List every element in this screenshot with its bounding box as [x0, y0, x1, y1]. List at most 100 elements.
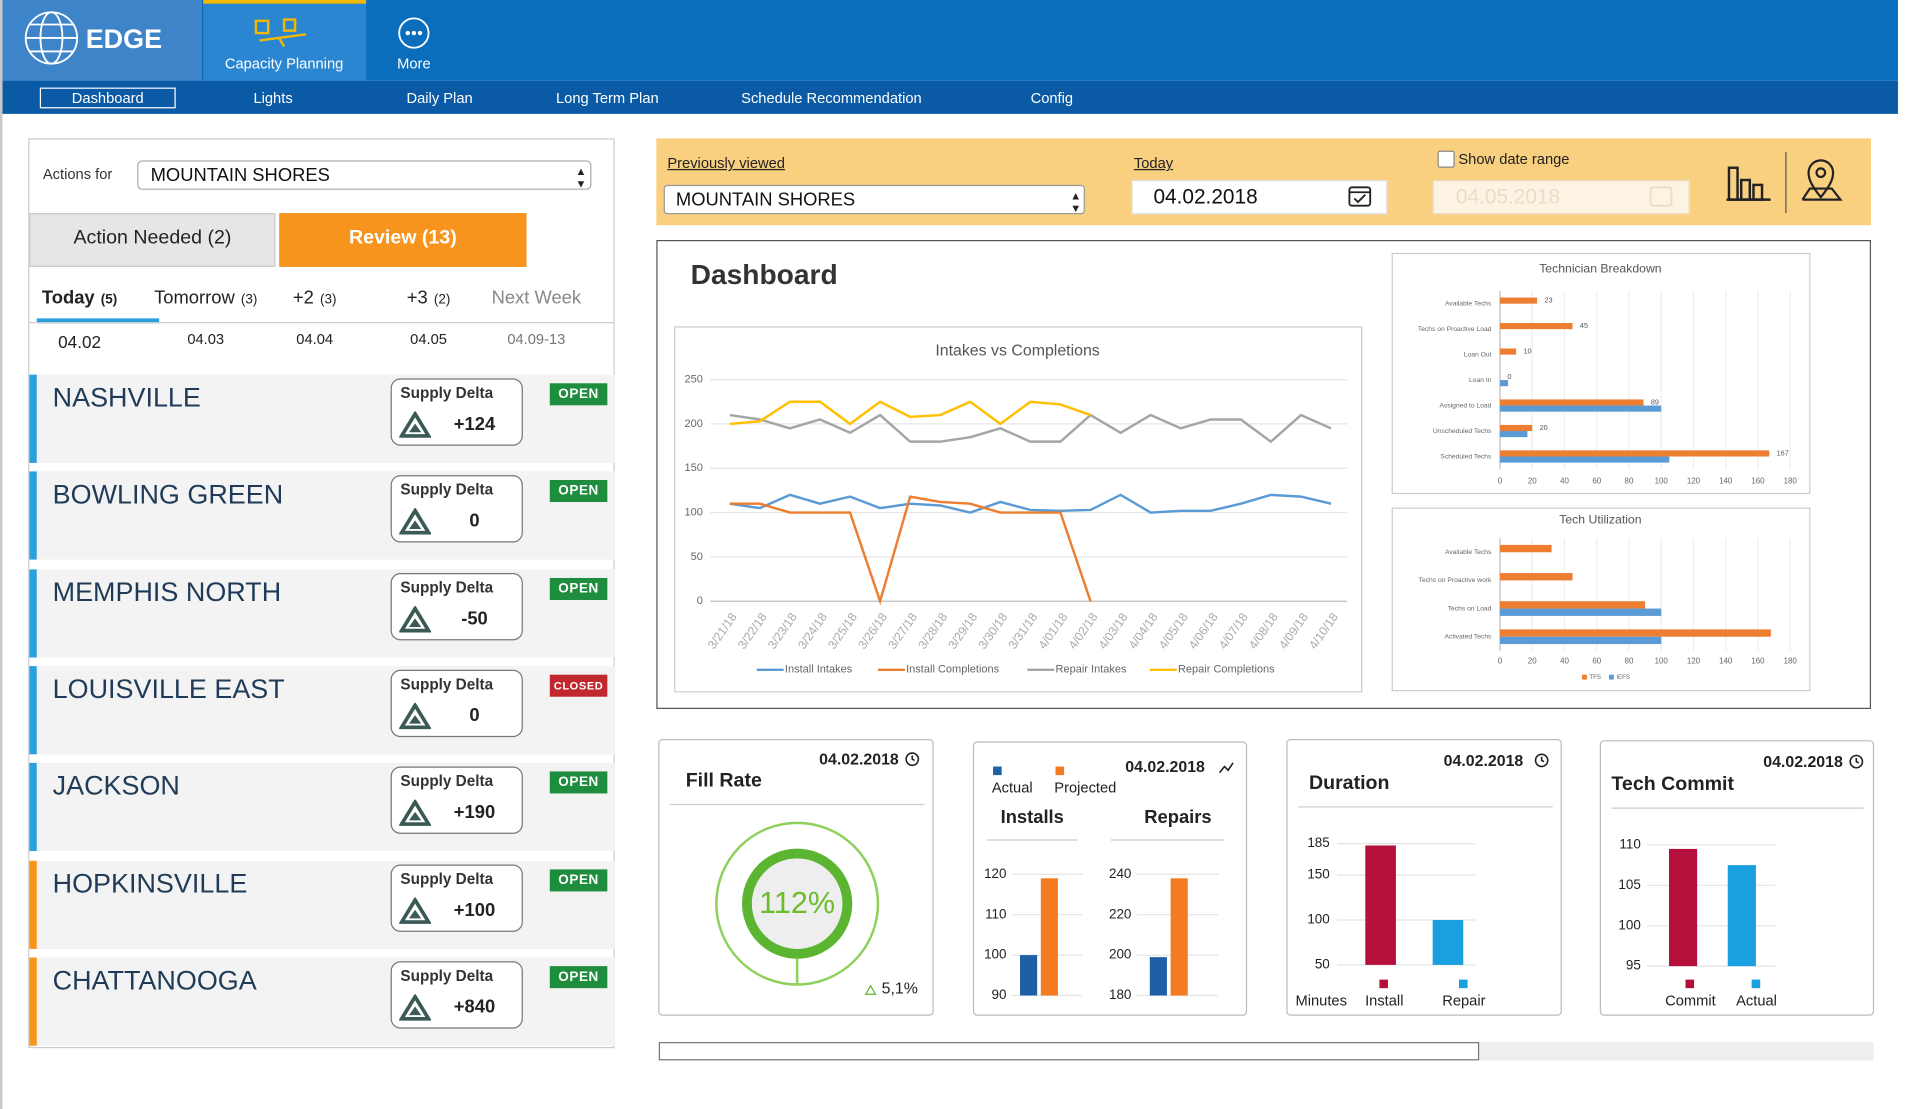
status-badge: OPEN [549, 771, 608, 794]
subnav-item[interactable]: Daily Plan [406, 89, 473, 107]
actions-select[interactable] [137, 160, 592, 190]
range-input [1432, 180, 1690, 215]
bar [1500, 399, 1644, 406]
y-tick-label: 90 [992, 987, 1007, 1002]
legend-label: Actual [992, 780, 1033, 796]
subnav-item[interactable]: Dashboard [71, 89, 144, 107]
day-tab[interactable]: +3 (2) [355, 288, 502, 309]
value-label: 89 [1651, 397, 1659, 406]
supply-delta-label: Supply Delta [400, 578, 494, 596]
bar [1020, 955, 1038, 996]
y-tick-label: 250 [684, 373, 702, 385]
bar [1500, 636, 1662, 645]
x-tick-label: 0 [1498, 656, 1503, 665]
supply-delta-box: Supply Delta 0 [390, 475, 523, 543]
range-label: Show date range [1458, 150, 1570, 168]
day-tab[interactable]: Tomorrow (3) [132, 288, 279, 309]
dashboard-title: Dashboard [690, 258, 838, 291]
legend-swatch [1751, 979, 1761, 989]
supply-delta-value: +840 [453, 996, 496, 1018]
actions-label: Actions for [42, 165, 113, 183]
bar [1500, 450, 1770, 457]
scroll-thumb[interactable] [658, 1042, 1480, 1061]
supply-delta-label: Supply Delta [400, 675, 494, 693]
supply-delta-value: -50 [461, 608, 488, 629]
previous-label[interactable]: Previously viewed [667, 154, 785, 172]
line-series [729, 495, 1092, 606]
today-value: 04.02.2018 [1153, 184, 1258, 209]
gauge-value: 112% [759, 886, 835, 920]
subnav-item[interactable]: Lights [253, 89, 293, 107]
days-line [29, 322, 615, 324]
range-value: 04.05.2018 [1455, 184, 1561, 209]
calendar-icon[interactable] [1348, 186, 1372, 207]
today-label[interactable]: Today [1133, 154, 1174, 172]
delta-icon [399, 994, 432, 1021]
chart-title: Repairs [1144, 806, 1211, 827]
line-series [729, 413, 1332, 444]
card-date: 04.02.2018 [1444, 753, 1524, 770]
subnav-item[interactable]: Config [1030, 89, 1074, 107]
calendar-icon [1649, 186, 1673, 207]
status-badge: CLOSED [549, 674, 608, 697]
subnav-item[interactable]: Schedule Recommendation [741, 89, 922, 107]
day-date: 04.09-13 [507, 330, 566, 348]
legend-label: Repair Intakes [1056, 664, 1128, 676]
value-label: 20 [1540, 423, 1548, 432]
y-tick-label: 100 [984, 947, 1006, 962]
x-tick-label: 0 [1498, 476, 1503, 485]
previous-select[interactable] [663, 184, 1085, 215]
day-date: 04.05 [410, 330, 447, 348]
legend-label: IEFS [1616, 674, 1630, 681]
y-tick-label: Techs on Proactive Load [1418, 326, 1492, 333]
day-tab[interactable]: Next Week [463, 288, 610, 309]
day-date: 04.03 [187, 330, 225, 348]
tab-gray[interactable] [29, 213, 276, 267]
delta-icon [399, 605, 432, 632]
day-label: +3 [406, 287, 428, 309]
location-name: MEMPHIS NORTH [52, 576, 282, 607]
active-tab [203, 0, 367, 81]
y-tick-label: 100 [1307, 912, 1329, 927]
chart-icon[interactable] [1726, 166, 1771, 201]
y-tick-label: 50 [1315, 956, 1330, 971]
legend-swatch [1608, 674, 1614, 680]
y-tick-label: 200 [1109, 947, 1131, 962]
tab-orange[interactable] [279, 213, 527, 267]
legend-swatch [1055, 766, 1065, 776]
chart-title: Tech Utilization [1559, 513, 1641, 527]
x-tick-label: 80 [1625, 476, 1634, 485]
day-tab[interactable]: Today (5) [6, 288, 153, 309]
map-icon[interactable] [1801, 159, 1843, 201]
more-icon [398, 17, 430, 49]
day-count: (3) [240, 292, 258, 308]
card-title: Fill Rate [686, 769, 762, 791]
subnav-item[interactable]: Long Term Plan [556, 89, 659, 107]
x-tick-label: Install [1365, 994, 1403, 1010]
scroll-track [1479, 1042, 1874, 1061]
supply-delta-value: 0 [469, 510, 480, 532]
nav-tab[interactable]: More [397, 55, 431, 73]
utilization-frame [1391, 507, 1811, 692]
today-input[interactable] [1131, 180, 1388, 215]
active-subnav [39, 87, 176, 109]
delta-icon [399, 508, 432, 535]
status-badge: OPEN [549, 965, 608, 988]
day-count: (2) [433, 292, 451, 308]
nav-tab[interactable]: Capacity Planning [224, 55, 344, 73]
day-count: (3) [319, 292, 337, 308]
day-tab[interactable]: +2 (3) [241, 288, 388, 309]
card-title: Tech Commit [1611, 773, 1734, 795]
y-tick-label: 220 [1109, 906, 1131, 921]
day-underline [36, 318, 160, 324]
y-tick-label: 110 [985, 906, 1006, 921]
range-checkbox[interactable] [1437, 150, 1455, 168]
bar [1170, 878, 1188, 996]
y-tick-label: Techs on Proactive work [1419, 577, 1492, 584]
logo-text: EDGE [85, 23, 163, 54]
legend-label: TFS [1589, 674, 1601, 681]
supply-delta-label: Supply Delta [400, 481, 494, 499]
value-label: 23 [1544, 296, 1552, 305]
x-tick-label: 40 [1560, 476, 1569, 485]
change-value: 5,1% [882, 981, 918, 998]
